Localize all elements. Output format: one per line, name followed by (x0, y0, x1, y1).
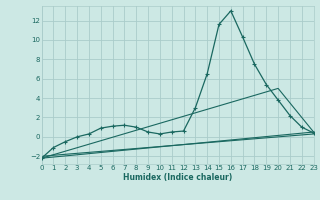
X-axis label: Humidex (Indice chaleur): Humidex (Indice chaleur) (123, 173, 232, 182)
